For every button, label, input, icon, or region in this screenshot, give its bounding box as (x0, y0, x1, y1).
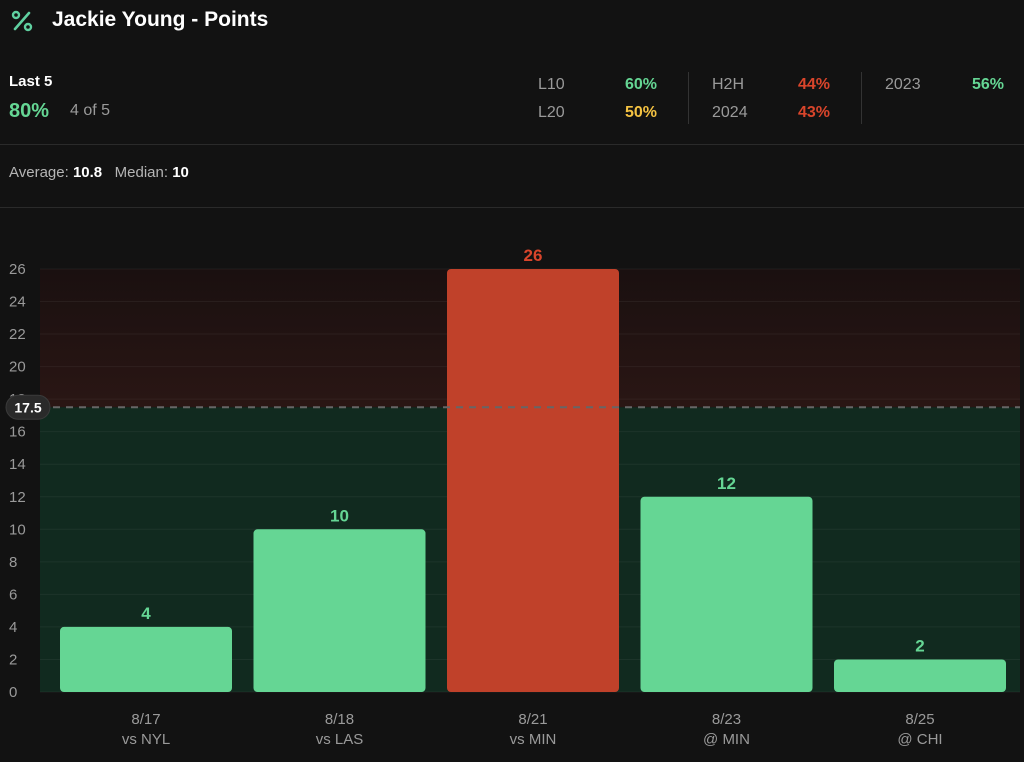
stat-label-2023: 2023 (885, 76, 921, 93)
summary-percent: 80% (9, 100, 50, 122)
x-tick-opponent: vs MIN (510, 731, 557, 748)
bar-value-label: 4 (141, 604, 151, 623)
median-label: Median: (114, 164, 169, 181)
summary-label: Last 5 (9, 73, 53, 90)
bar (253, 529, 426, 692)
bar (60, 626, 232, 692)
divider (0, 144, 1024, 145)
y-tick-label: 0 (9, 684, 17, 701)
y-tick-label: 22 (9, 326, 26, 343)
bar-value-label: 2 (915, 636, 924, 655)
y-tick-label: 26 (9, 261, 26, 278)
y-tick-label: 10 (9, 521, 26, 538)
stat-value-2024: 43% (798, 104, 831, 121)
x-tick-opponent: vs LAS (316, 731, 364, 748)
divider (861, 72, 862, 124)
x-tick-date: 8/23 (712, 711, 741, 728)
y-tick-label: 24 (9, 294, 26, 311)
y-tick-label: 12 (9, 489, 26, 506)
bar (447, 268, 619, 692)
x-tick-opponent: @ MIN (703, 731, 750, 748)
bar-value-label: 10 (330, 506, 349, 525)
divider (0, 207, 1024, 208)
divider (688, 72, 689, 124)
x-tick-opponent: vs NYL (122, 731, 170, 748)
y-tick-label: 2 (9, 651, 17, 668)
stat-value-l20: 50% (625, 104, 658, 121)
stat-label-l10: L10 (538, 76, 565, 93)
bar-value-label: 26 (524, 246, 543, 265)
y-tick-label: 16 (9, 424, 26, 441)
y-tick-label: 14 (9, 456, 26, 473)
averages-row: Average: 10.8 Median: 10 (9, 164, 189, 181)
bar-value-label: 12 (717, 474, 736, 493)
average-label: Average: (9, 164, 69, 181)
x-tick-date: 8/17 (131, 711, 160, 728)
average-value: 10.8 (72, 164, 103, 181)
y-tick-label: 6 (9, 586, 17, 603)
x-tick-opponent: @ CHI (897, 731, 942, 748)
prop-line-badge (5, 394, 51, 420)
stat-label-h2h: H2H (712, 76, 745, 93)
y-tick-label: 8 (9, 554, 17, 571)
x-tick-date: 8/25 (905, 711, 934, 728)
stat-label-l20: L20 (538, 104, 565, 121)
y-tick-label: 20 (9, 359, 26, 376)
bar (640, 496, 813, 692)
stat-label-2024: 2024 (712, 104, 748, 121)
stat-value-l10: 60% (625, 76, 658, 93)
median-value: 10 (172, 164, 189, 181)
y-tick-label: 4 (9, 619, 17, 636)
x-tick-date: 8/21 (518, 711, 547, 728)
bar (834, 659, 1006, 692)
percent-icon (11, 10, 33, 32)
page-title: Jackie Young - Points (52, 8, 269, 31)
x-tick-date: 8/18 (325, 711, 354, 728)
prop-line-value: 17.5 (14, 399, 41, 415)
summary-record: 4 of 5 (70, 102, 111, 119)
stat-value-h2h: 44% (798, 76, 831, 93)
stat-value-2023: 56% (972, 76, 1005, 93)
